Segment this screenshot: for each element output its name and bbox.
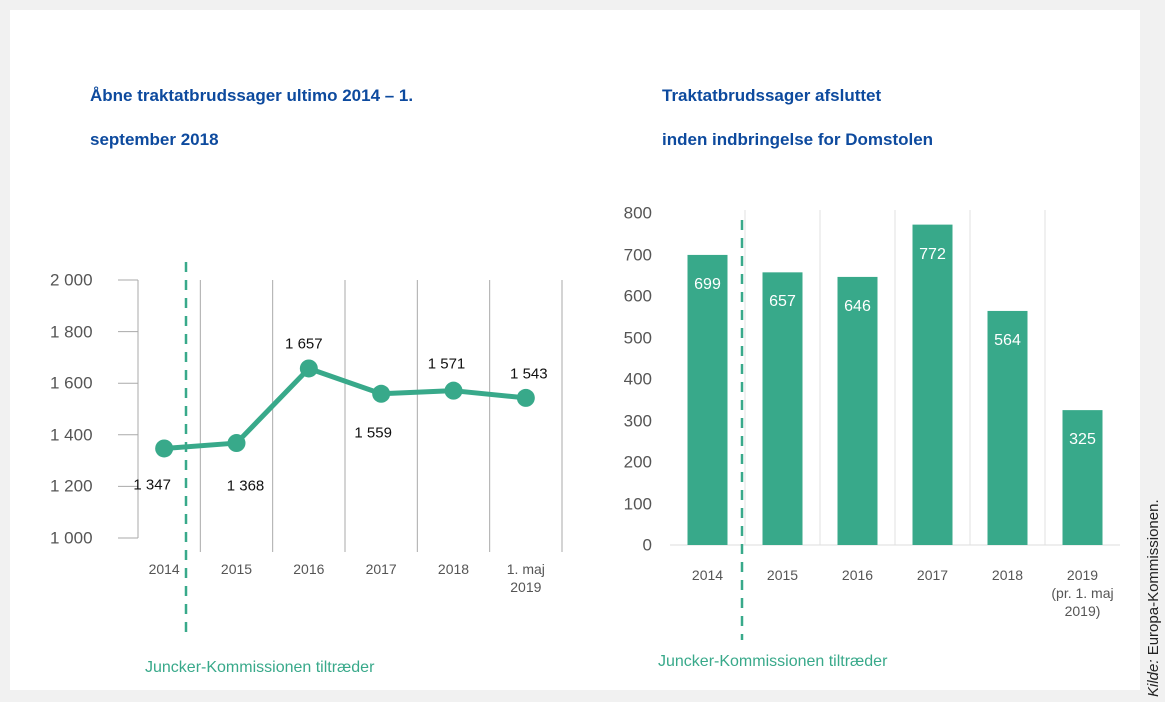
value-label: 1 559	[354, 424, 392, 442]
x-tick-label: 2015	[766, 567, 799, 583]
x-tick-label: 2015	[220, 561, 253, 577]
value-label: 1 543	[510, 365, 548, 383]
point	[516, 388, 535, 407]
bar	[762, 272, 803, 545]
y-tick-label: 200	[623, 452, 652, 472]
source: Kilde: Europa-Kommissionen.	[1145, 499, 1162, 697]
bar	[1062, 410, 1103, 545]
y-tick-label: 2 000	[50, 270, 93, 290]
bar	[987, 310, 1028, 545]
x-tick-label: 2014	[691, 567, 724, 583]
x-tick-label: 2017	[916, 567, 949, 583]
y-tick-label: 700	[623, 244, 652, 264]
x-tick-label: 2017	[365, 561, 397, 577]
annotation: Juncker-Kommissionen tiltræder	[145, 659, 375, 676]
value-label: 325	[1069, 431, 1096, 449]
x-tick-label: 2019 (pr. 1. maj 2019)	[1051, 567, 1114, 619]
value-label: 1 368	[226, 477, 265, 495]
x-tick-label: 1. maj 2019	[506, 561, 545, 595]
y-tick-label: 800	[623, 203, 652, 223]
value-label: 646	[844, 297, 871, 315]
y-tick-label: 0	[642, 535, 652, 555]
point	[155, 439, 174, 458]
y-tick-label: 600	[623, 286, 652, 306]
y-tick-label: 100	[623, 493, 652, 513]
x-tick-label: 2018	[437, 561, 470, 577]
x-tick-label: 2014	[148, 561, 180, 577]
bar	[912, 224, 953, 545]
bar	[687, 254, 728, 546]
x-tick-label: 2018	[991, 567, 1024, 583]
source-prefix: Kilde:	[1145, 659, 1162, 697]
point	[299, 359, 318, 378]
value-label: 564	[994, 331, 1021, 349]
y-tick-label: 1 200	[50, 476, 93, 496]
point	[227, 434, 246, 453]
x-tick-label: 2016	[841, 567, 874, 583]
value-label: 1 657	[285, 336, 323, 354]
value-label: 772	[919, 245, 946, 263]
value-label: 1 347	[133, 477, 171, 495]
y-tick-label: 400	[623, 369, 652, 389]
y-tick-label: 300	[623, 410, 652, 430]
y-tick-label: 500	[623, 327, 652, 347]
annotation: Juncker-Kommissionen tiltræder	[658, 653, 888, 670]
y-tick-label: 1 000	[50, 528, 93, 548]
chart-title: Traktatbrudssager afsluttet inden indbri…	[662, 86, 934, 149]
value-label: 1 571	[427, 355, 466, 373]
x-tick-label: 2016	[293, 561, 325, 577]
line	[163, 365, 527, 451]
source-text: Europa-Kommissionen.	[1145, 499, 1162, 656]
point	[444, 381, 463, 400]
y-tick-label: 1 600	[50, 373, 93, 393]
y-tick-label: 1 400	[50, 425, 93, 445]
bar	[837, 276, 878, 545]
value-label: 699	[694, 275, 721, 293]
point	[372, 384, 391, 403]
value-label: 657	[769, 293, 796, 311]
chart-title: Åbne traktatbrudssager ultimo 2014 – 1. …	[90, 86, 414, 149]
y-tick-label: 1 800	[50, 321, 93, 341]
